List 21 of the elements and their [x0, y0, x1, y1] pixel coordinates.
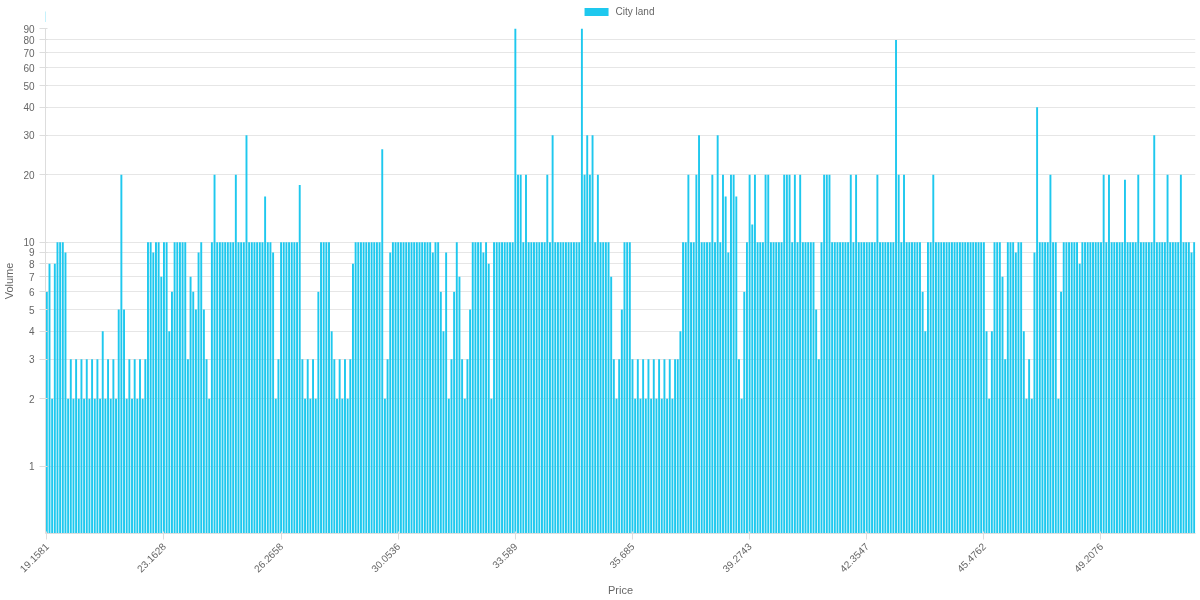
y-tick-label: 9: [28, 247, 35, 259]
legend-label: City land: [615, 5, 655, 17]
y-tick-label: 90: [23, 23, 35, 35]
y-tick-label: 80: [23, 34, 35, 46]
y-tick-label: 1: [28, 461, 35, 473]
y-tick-label: 6: [28, 286, 35, 298]
y-tick-label: 40: [23, 102, 35, 114]
x-axis-title: Price: [607, 583, 634, 596]
y-tick-label: 30: [23, 130, 35, 142]
y-tick-label: 7: [28, 271, 35, 283]
y-tick-label: 50: [23, 80, 35, 92]
y-tick-label: 2: [28, 393, 35, 405]
y-tick-label: 70: [23, 47, 35, 59]
y-tick-label: 3: [28, 354, 35, 366]
y-axis-title: Volume: [3, 262, 16, 300]
y-tick-label: 20: [23, 169, 35, 181]
y-tick-label: 5: [28, 304, 35, 316]
y-tick-label: 8: [28, 258, 35, 270]
y-tick-label: 10: [23, 237, 35, 249]
y-tick-label: 4: [28, 326, 35, 338]
y-tick-label: 60: [23, 62, 35, 74]
